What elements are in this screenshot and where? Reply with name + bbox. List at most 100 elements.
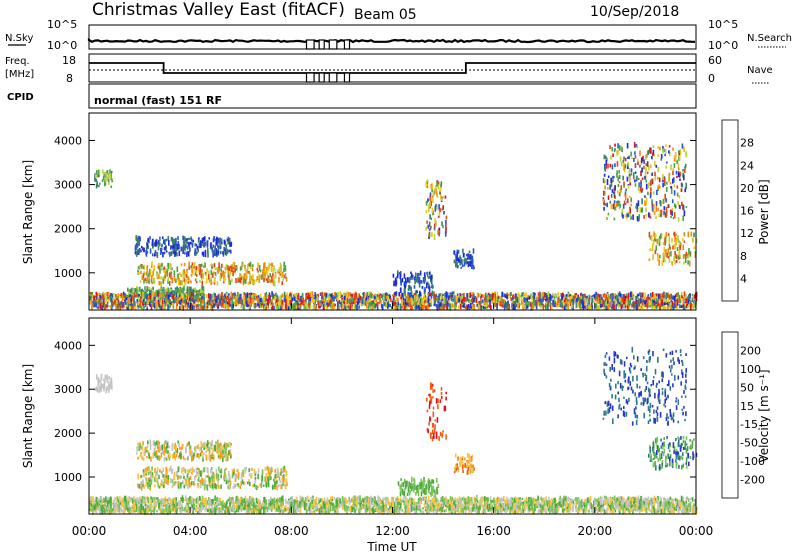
cpid-label: CPID: [7, 92, 34, 103]
heatmap-cell: [679, 245, 681, 250]
heatmap-cell: [602, 299, 604, 305]
heatmap-cell: [151, 303, 154, 307]
heatmap-cell: [565, 294, 568, 297]
heatmap-cell: [660, 200, 662, 207]
heatmap-cell: [664, 291, 666, 297]
heatmap-cell: [186, 268, 188, 274]
heatmap-cell: [576, 297, 579, 301]
heatmap-cell: [170, 271, 173, 275]
heatmap-cell: [235, 268, 238, 271]
heatmap-cell: [415, 289, 417, 294]
heatmap-cell: [569, 301, 572, 307]
heatmap-cell: [141, 305, 144, 311]
heatmap-cell: [461, 300, 463, 305]
heatmap-cell: [413, 285, 416, 289]
heatmap-cell: [202, 286, 205, 292]
heatmap-cell: [603, 154, 605, 160]
heatmap-cell: [662, 179, 664, 182]
heatmap-cell: [131, 292, 133, 296]
heatmap-cell: [127, 301, 129, 304]
heatmap-cell: [224, 449, 227, 454]
plot-title: Christmas Valley East (fitACF): [92, 0, 345, 20]
heatmap-cell: [642, 296, 645, 303]
heatmap-cell: [651, 292, 654, 297]
heatmap-cell: [400, 294, 402, 299]
heatmap-cell: [232, 295, 235, 300]
heatmap-cell: [425, 210, 428, 213]
heatmap-cell: [213, 444, 216, 451]
velocity-heatmap-cells: [89, 346, 698, 516]
heatmap-cell: [386, 293, 389, 297]
heatmap-cell: [655, 305, 658, 309]
heatmap-cell: [201, 238, 204, 243]
heatmap-cell: [99, 379, 102, 383]
heatmap-cell: [243, 278, 245, 284]
heatmap-cell: [440, 183, 442, 188]
heatmap-cell: [467, 305, 469, 310]
heatmap-cell: [643, 300, 646, 305]
heatmap-cell: [164, 447, 166, 451]
heatmap-cell: [211, 447, 213, 450]
heatmap-cell: [168, 280, 171, 286]
heatmap-cell: [132, 293, 135, 296]
heatmap-cell: [230, 442, 232, 446]
heatmap-cell: [188, 241, 190, 247]
heatmap-cell: [487, 296, 490, 303]
heatmap-cell: [654, 293, 657, 296]
heatmap-cell: [651, 205, 654, 209]
nave-tick-top: 60: [708, 54, 722, 67]
heatmap-cell: [501, 291, 503, 297]
heatmap-cell: [101, 305, 104, 310]
heatmap-cell: [673, 155, 676, 161]
heatmap-cell: [379, 299, 381, 303]
heatmap-cell: [231, 266, 233, 272]
heatmap-cell: [657, 302, 659, 307]
heatmap-cell: [605, 297, 607, 300]
heatmap-cell: [138, 293, 140, 297]
heatmap-cell: [531, 297, 534, 302]
heatmap-cell: [437, 215, 440, 218]
heatmap-cell: [684, 189, 686, 193]
heatmap-cell: [648, 213, 651, 218]
heatmap-cell: [618, 200, 620, 206]
heatmap-cell: [271, 263, 274, 267]
heatmap-cell: [201, 276, 203, 281]
heatmap-cell: [623, 156, 625, 160]
heatmap-cell: [102, 304, 105, 308]
heatmap-cell: [107, 298, 110, 303]
heatmap-cell: [435, 303, 437, 307]
colorbar-tick-label: 28: [740, 137, 754, 150]
heatmap-cell: [275, 299, 278, 303]
heatmap-cell: [195, 304, 198, 309]
heatmap-cell: [349, 298, 351, 302]
heatmap-cell: [688, 260, 691, 267]
heatmap-cell: [156, 291, 159, 295]
heatmap-cell: [174, 457, 176, 461]
heatmap-cell: [193, 301, 195, 304]
heatmap-cell: [211, 248, 214, 253]
heatmap-cell: [658, 299, 661, 304]
heatmap-cell: [112, 298, 115, 303]
heatmap-cell: [511, 302, 514, 306]
heatmap-cell: [487, 295, 490, 298]
heatmap-cell: [612, 303, 615, 309]
heatmap-cell: [217, 245, 219, 248]
heatmap-cell: [646, 302, 648, 308]
heatmap-cell: [214, 297, 216, 302]
heatmap-cell: [436, 297, 439, 303]
heatmap-cell: [472, 294, 475, 299]
heatmap-cell: [272, 302, 275, 306]
heatmap-cell: [164, 246, 166, 250]
heatmap-cell: [474, 295, 477, 300]
heatmap-cell: [403, 273, 406, 279]
heatmap-cell: [202, 303, 204, 306]
heatmap-cell: [222, 456, 224, 463]
heatmap-cell: [201, 280, 204, 287]
heatmap-cell: [152, 301, 155, 307]
heatmap-cell: [411, 300, 413, 305]
heatmap-cell: [166, 274, 169, 277]
heatmap-cell: [675, 259, 678, 263]
heatmap-cell: [171, 267, 173, 271]
heatmap-cell: [417, 297, 419, 301]
heatmap-cell: [153, 242, 156, 247]
